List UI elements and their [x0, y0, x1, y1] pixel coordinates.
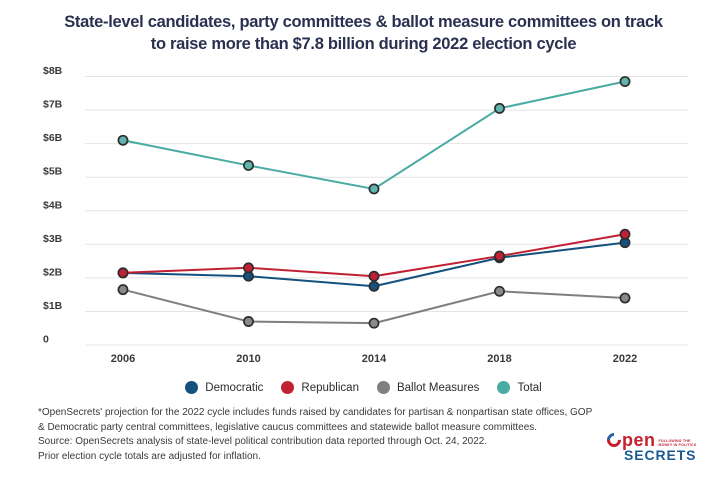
line-chart: 0 $1B $2B $3B $4B $5B $6B $7B $8B 2006 2010 2014 201…: [43, 65, 688, 365]
legend-label-ballot-measures: Ballot Measures: [396, 381, 480, 394]
data-point-republican-2022: [619, 228, 631, 240]
x-tick-label-2010: 2010: [236, 353, 260, 365]
data-point-total-2018: [494, 102, 505, 114]
footnote-line-3: Source: OpenSecrets analysis of state-le…: [38, 436, 488, 448]
opensecrets-logo-secrets: SECRETS: [624, 447, 697, 463]
y-tick-label-7: $7B: [43, 99, 63, 111]
y-tick-label-8: $8B: [43, 65, 63, 77]
chart-title: State-level candidates, party committees…: [0, 11, 727, 55]
data-point-republican-2010: [243, 262, 254, 274]
x-tick-label-2018: 2018: [487, 353, 511, 365]
footnote-line-2: & Democratic party central committees, l…: [38, 421, 538, 433]
chart-title-line-1: State-level candidates, party committees…: [64, 13, 663, 31]
legend-item-republican: Republican: [281, 381, 359, 394]
data-point-total-2022: [619, 76, 631, 87]
opensecrets-logo-tagline: FOLLOWING THE MONEY IN POLITICS: [659, 434, 697, 447]
legend-dot-democratic: [185, 381, 199, 394]
legend-dot-ballot-measures: [376, 381, 390, 394]
y-tick-label-4: $4B: [43, 199, 63, 211]
data-point-ballot-measures-2010: [243, 316, 254, 327]
y-tick-label-3: $3B: [43, 233, 63, 245]
data-point-republican-2014: [368, 270, 380, 282]
x-tick-label-2014: 2014: [362, 353, 387, 365]
data-point-total-2014: [368, 183, 380, 195]
data-point-democratic-2014: [368, 280, 380, 292]
x-tick-label-2022: 2022: [613, 353, 637, 365]
opensecrets-logo-top: pen FOLLOWING THE MONEY IN POLITICS: [604, 430, 717, 450]
opensecrets-logo-open: pen: [622, 430, 656, 450]
data-point-total-2006: [117, 134, 129, 146]
legend-dot-republican: [281, 381, 295, 394]
opensecrets-o-icon: [604, 430, 624, 450]
series-line-republican: [122, 233, 626, 278]
footnote-line-4: Prior election cycle totals are adjusted…: [38, 450, 261, 462]
chart-title-line-2: to raise more than $7.8 billion during 2…: [150, 35, 577, 53]
legend-label-republican: Republican: [301, 381, 359, 394]
data-point-total-2010: [243, 159, 254, 171]
y-tick-label-5: $5B: [43, 166, 63, 178]
data-point-ballot-measures-2018: [494, 285, 505, 297]
legend-dot-total: [497, 381, 511, 394]
series-line-total: [122, 80, 626, 190]
y-tick-label-2: $2B: [43, 266, 63, 278]
data-point-republican-2006: [117, 267, 129, 279]
tagline-line-2: MONEY IN POLITICS: [658, 442, 697, 447]
chart-legend: Democratic Republican Ballot Measures Total: [0, 381, 727, 394]
chart-footnotes: *OpenSecrets' projection for the 2022 cy…: [38, 406, 597, 464]
opensecrets-logo[interactable]: pen FOLLOWING THE MONEY IN POLITICS SECR…: [604, 430, 717, 463]
legend-item-total: Total: [497, 381, 542, 394]
footnote-line-1: *OpenSecrets' projection for the 2022 cy…: [38, 407, 593, 418]
data-point-ballot-measures-2006: [117, 284, 129, 296]
y-tick-label-1: $1B: [43, 300, 63, 312]
data-point-republican-2018: [494, 250, 505, 262]
y-tick-label-0: 0: [43, 334, 49, 346]
legend-item-democratic: Democratic: [185, 381, 263, 394]
legend-item-ballot-measures: Ballot Measures: [376, 381, 480, 394]
legend-label-democratic: Democratic: [205, 381, 264, 394]
data-point-ballot-measures-2022: [619, 292, 631, 304]
y-tick-label-6: $6B: [43, 132, 63, 144]
x-tick-label-2006: 2006: [111, 353, 135, 365]
legend-label-total: Total: [517, 381, 542, 394]
data-point-ballot-measures-2014: [368, 317, 380, 329]
tagline-line-1: FOLLOWING THE: [658, 438, 691, 443]
